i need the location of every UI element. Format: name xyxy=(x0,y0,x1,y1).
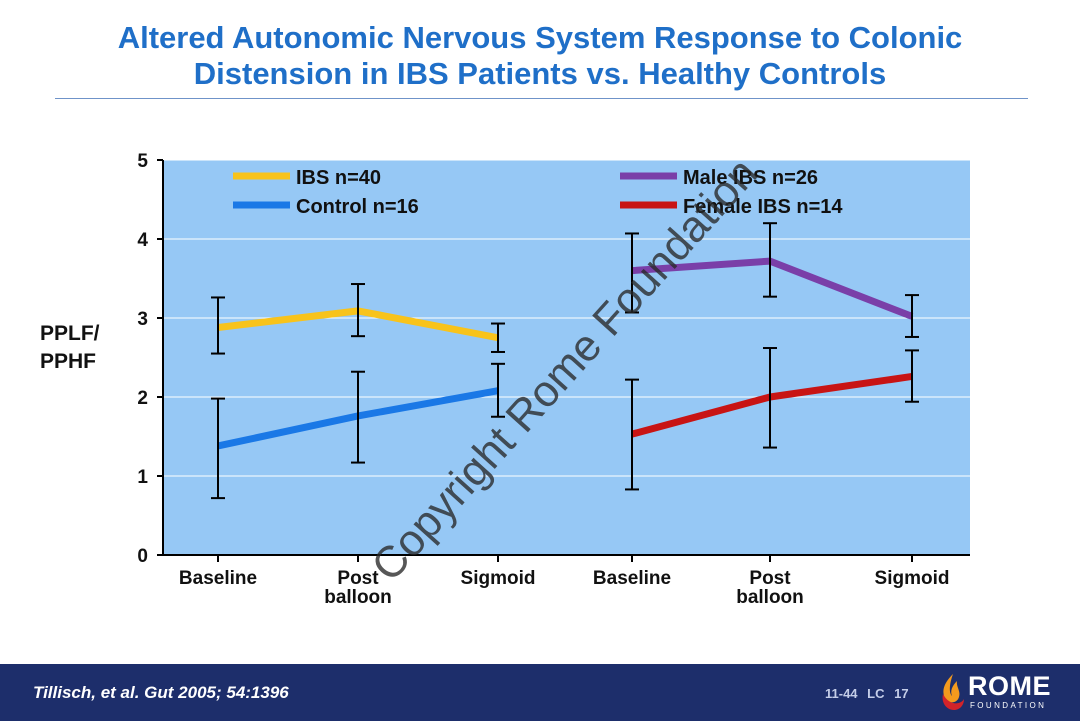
y-tick-label-1: 1 xyxy=(137,467,148,488)
x-tick-label-g1-2: Sigmoid xyxy=(875,568,950,589)
title-line-1: Altered Autonomic Nervous System Respons… xyxy=(117,20,963,55)
slide-title: Altered Autonomic Nervous System Respons… xyxy=(0,20,1080,92)
title-divider xyxy=(55,98,1028,99)
x-tick-label-g1-1: Post xyxy=(749,568,791,589)
x-tick-label-g1-0: Baseline xyxy=(593,568,671,589)
y-axis-label: PPLF/ PPHF xyxy=(40,320,120,376)
legend-label-2: Male IBS n=26 xyxy=(683,167,818,189)
logo-name: ROME xyxy=(968,671,1051,701)
y-axis-label-line-2: PPHF xyxy=(40,350,97,373)
x-tick-label-g0-1: Post xyxy=(337,568,379,589)
y-tick-label-3: 3 xyxy=(137,309,148,330)
x-tick-label-g0-1-line2: balloon xyxy=(324,587,392,608)
y-axis-label-line-1: PPLF/ xyxy=(40,322,100,345)
rome-flame-icon xyxy=(942,674,964,710)
y-tick-label-0: 0 xyxy=(137,546,148,567)
y-tick-label-5: 5 xyxy=(137,151,148,172)
plot-area xyxy=(163,160,970,555)
x-tick-label-g1-1-line2: balloon xyxy=(736,587,804,608)
title-line-2: Distension in IBS Patients vs. Healthy C… xyxy=(193,56,887,91)
x-tick-label-g0-2: Sigmoid xyxy=(461,568,536,589)
legend-label-3: Female IBS n=14 xyxy=(683,196,843,218)
citation: Tillisch, et al. Gut 2005; 54:1396 xyxy=(33,683,289,702)
legend-label-0: IBS n=40 xyxy=(296,167,381,189)
x-tick-label-g0-0: Baseline xyxy=(179,568,257,589)
slide-code: 11-44 LC 17 xyxy=(825,686,909,701)
logo-subtitle: FOUNDATION xyxy=(970,701,1047,710)
legend-label-1: Control n=16 xyxy=(296,196,419,218)
y-tick-label-4: 4 xyxy=(137,230,148,251)
footer-bar: Tillisch, et al. Gut 2005; 54:1396 11-44… xyxy=(0,664,1080,721)
y-tick-label-2: 2 xyxy=(137,388,148,409)
